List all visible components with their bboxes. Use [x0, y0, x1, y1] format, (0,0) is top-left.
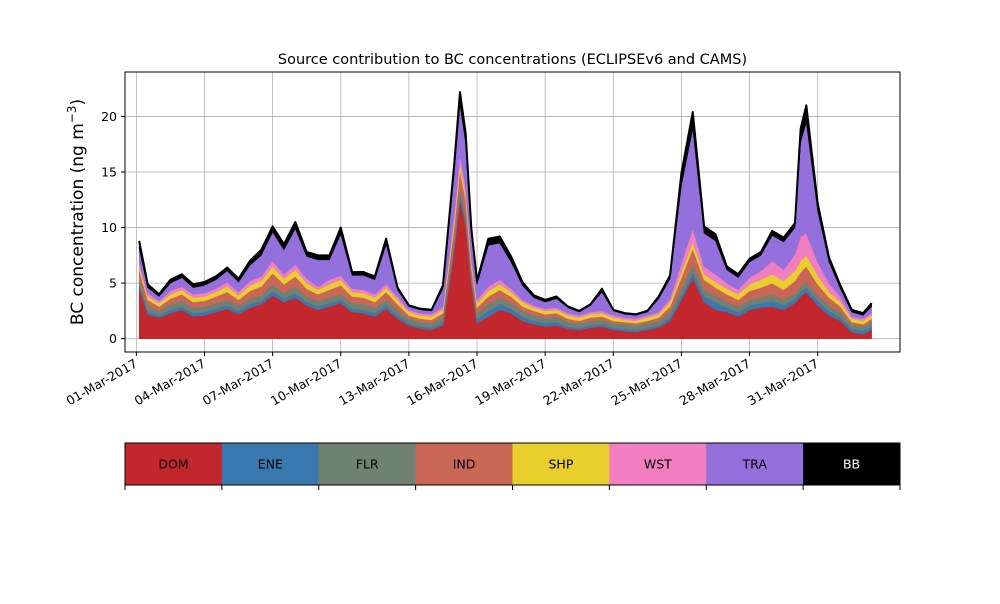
- x-tick-label-1: 04-Mar-2017: [132, 356, 208, 409]
- x-tick-label-7: 22-Mar-2017: [540, 356, 616, 409]
- y-axis-label: BC concentration (ng m−3): [65, 99, 88, 325]
- x-tick-label-5: 16-Mar-2017: [404, 356, 480, 409]
- legend-swatch-bb: [803, 443, 901, 485]
- legend-swatch-tra: [706, 443, 804, 485]
- legend-swatch-wst: [609, 443, 707, 485]
- legend-swatch-ene: [221, 443, 320, 485]
- y-tick-label-0: 0: [109, 331, 117, 346]
- x-tick-label-3: 10-Mar-2017: [268, 356, 344, 409]
- y-tick-label-1: 5: [109, 276, 117, 291]
- legend-label-ind: IND: [453, 457, 476, 472]
- y-tick-label-3: 15: [101, 165, 117, 180]
- x-tick-label-10: 31-Mar-2017: [745, 356, 821, 409]
- x-tick-label-2: 07-Mar-2017: [200, 356, 276, 409]
- stacked-areas: [138, 91, 872, 339]
- legend-swatch-dom: [125, 443, 223, 485]
- legend-swatch-ind: [415, 443, 513, 485]
- x-tick-label-4: 13-Mar-2017: [336, 356, 412, 409]
- y-axis: 0 5 10 15 20: [101, 109, 125, 346]
- legend-label-tra: TRA: [742, 457, 768, 472]
- legend-label-shp: SHP: [549, 457, 574, 472]
- color-legend: DOM ENE FLR IND SHP WST TRA BB: [124, 442, 901, 490]
- y-tick-label-2: 10: [101, 220, 117, 235]
- legend-swatch-flr: [318, 443, 416, 485]
- total-line: [138, 91, 873, 316]
- legend-label-bb: BB: [843, 457, 860, 472]
- legend-label-wst: WST: [644, 457, 672, 472]
- plot-frame: [124, 71, 901, 353]
- y-axis-label-close: ): [68, 99, 88, 106]
- x-tick-label-0: 01-Mar-2017: [63, 356, 139, 409]
- y-axis-label-superscript: −3: [65, 105, 79, 123]
- x-tick-label-6: 19-Mar-2017: [472, 356, 548, 409]
- x-tick-label-9: 28-Mar-2017: [677, 356, 753, 409]
- legend-label-dom: DOM: [158, 457, 188, 472]
- y-axis-label-main: BC concentration (ng m: [68, 123, 88, 325]
- legend-label-flr: FLR: [356, 457, 379, 472]
- total-outline: [138, 91, 873, 316]
- legend-swatch-shp: [512, 443, 610, 485]
- legend-label-ene: ENE: [258, 457, 283, 472]
- chart-title: Source contribution to BC concentrations…: [278, 52, 747, 68]
- x-tick-label-8: 25-Mar-2017: [609, 356, 685, 409]
- y-tick-label-4: 20: [101, 109, 117, 124]
- x-axis: 01-Mar-201704-Mar-201707-Mar-201710-Mar-…: [63, 352, 821, 408]
